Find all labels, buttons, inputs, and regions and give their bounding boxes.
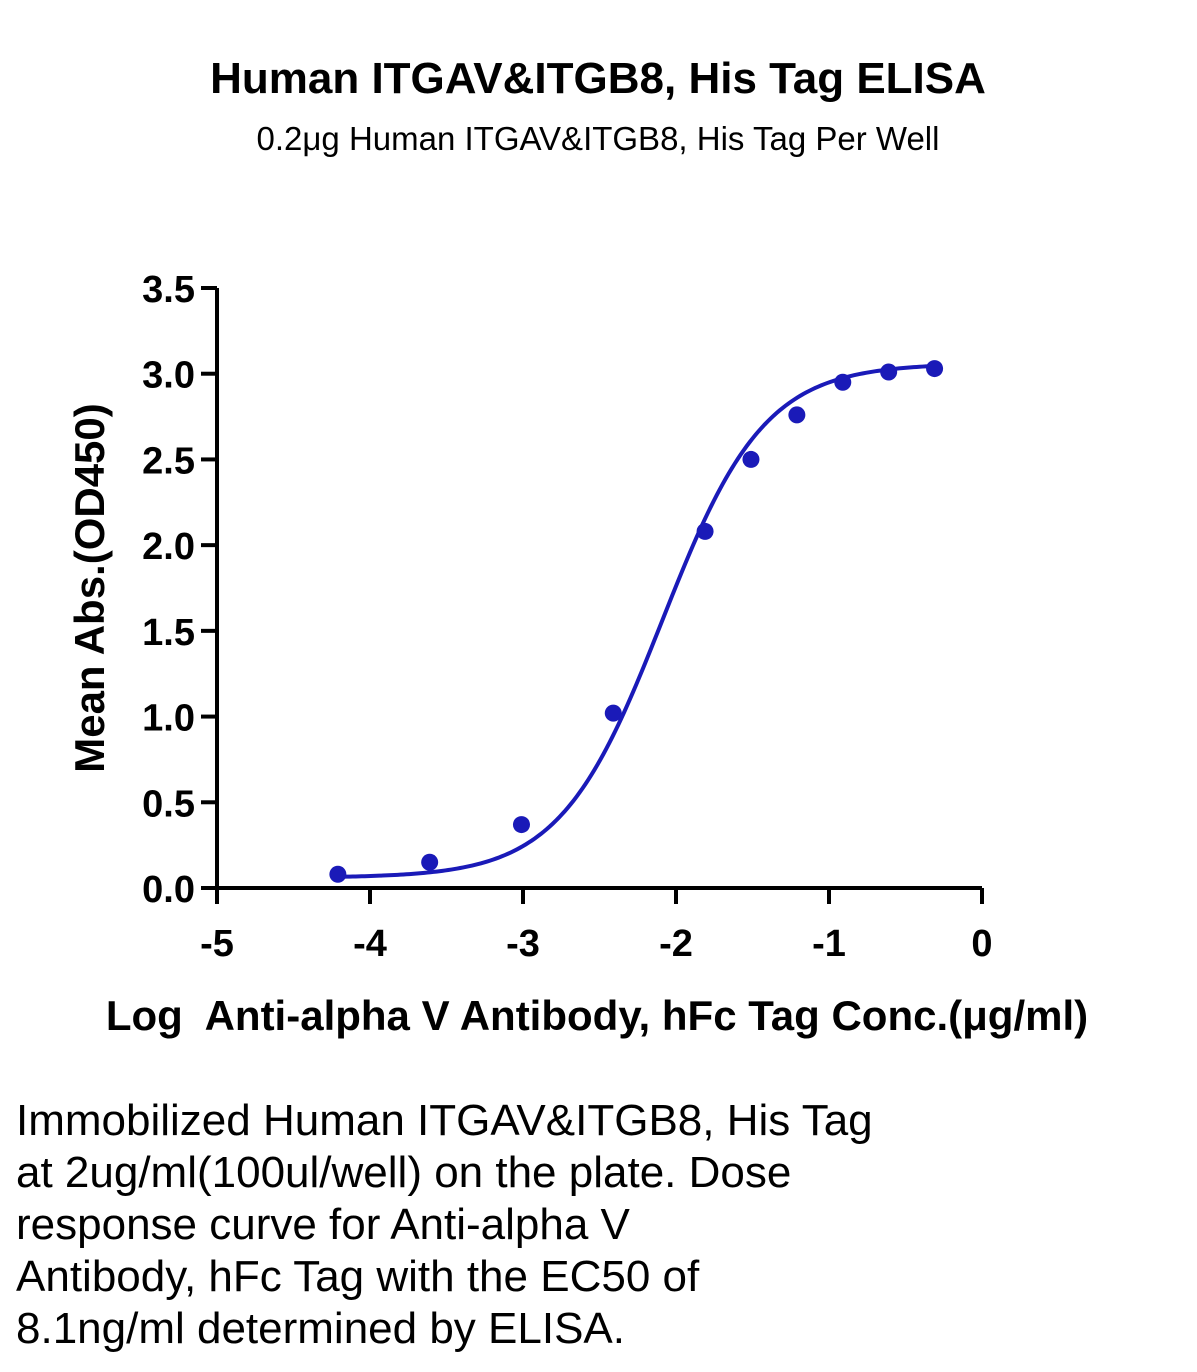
axes: 0.0 0.5 1.0 1.5 2.0 2.5 3.0 3.5 -5 -4 -3 -2 -1 0 bbox=[142, 269, 992, 965]
caption-line: Antibody, hFc Tag with the EC50 of bbox=[16, 1252, 700, 1301]
fit-curve bbox=[337, 363, 935, 879]
caption-line: response curve for Anti-alpha V bbox=[16, 1200, 630, 1249]
x-axis-label: Log Anti-alpha V Antibody, hFc Tag Conc.… bbox=[106, 992, 1088, 1039]
fit-curve-layer bbox=[337, 363, 935, 879]
y-tick-label: 3.0 bbox=[142, 355, 195, 397]
data-point bbox=[329, 865, 347, 883]
chart-title: Human ITGAV&ITGB8, His Tag ELISA bbox=[210, 54, 986, 103]
data-point bbox=[834, 373, 852, 391]
x-tick-label: -2 bbox=[659, 923, 693, 965]
y-axis-label: Mean Abs.(OD450) bbox=[66, 403, 113, 773]
caption-line: at 2ug/ml(100ul/well) on the plate. Dose bbox=[16, 1148, 792, 1197]
data-point bbox=[696, 522, 714, 540]
data-point bbox=[926, 360, 944, 378]
y-tick-label: 0.5 bbox=[142, 783, 195, 825]
y-tick-label: 1.5 bbox=[142, 612, 195, 654]
y-tick-label: 0.0 bbox=[142, 869, 195, 911]
data-point bbox=[880, 363, 898, 381]
y-tick-label: 3.5 bbox=[142, 269, 195, 311]
chart-subtitle: 0.2μg Human ITGAV&ITGB8, His Tag Per Wel… bbox=[257, 120, 940, 157]
caption-line: 8.1ng/ml determined by ELISA. bbox=[16, 1304, 625, 1353]
data-point bbox=[421, 853, 439, 871]
data-point bbox=[604, 704, 622, 722]
x-tick-label: -3 bbox=[506, 923, 540, 965]
y-tick-label: 2.0 bbox=[142, 526, 195, 568]
elisa-chart: Human ITGAV&ITGB8, His Tag ELISA 0.2μg H… bbox=[66, 54, 1088, 1039]
data-point bbox=[512, 816, 530, 834]
x-tick-label: -1 bbox=[812, 923, 846, 965]
x-tick-label: 0 bbox=[971, 923, 992, 965]
y-tick-label: 2.5 bbox=[142, 440, 195, 482]
data-point bbox=[788, 406, 806, 424]
data-points-layer bbox=[329, 360, 944, 883]
x-tick-label: -5 bbox=[200, 923, 234, 965]
data-point bbox=[742, 450, 760, 468]
y-tick-label: 1.0 bbox=[142, 698, 195, 740]
caption: Immobilized Human ITGAV&ITGB8, His Tag a… bbox=[16, 1095, 976, 1355]
caption-line: Immobilized Human ITGAV&ITGB8, His Tag bbox=[16, 1096, 873, 1145]
x-tick-label: -4 bbox=[353, 923, 387, 965]
